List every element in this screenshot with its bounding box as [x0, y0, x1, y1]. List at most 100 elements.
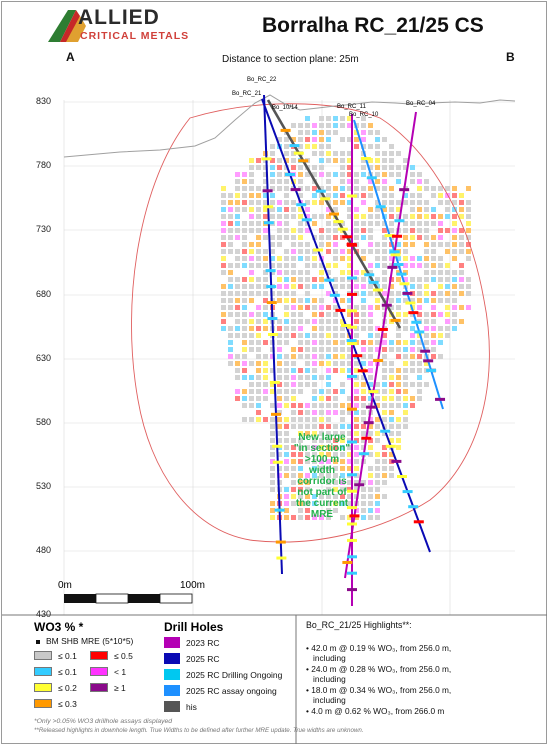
block-model-cell	[263, 186, 268, 191]
block-model-cell	[319, 319, 324, 324]
assay-interval	[420, 349, 431, 353]
block-model-cell	[221, 221, 226, 226]
block-model-cell	[431, 347, 436, 352]
block-model-cell	[242, 375, 247, 380]
block-model-cell	[312, 151, 317, 156]
block-model-cell	[235, 333, 240, 338]
block-model-cell	[270, 466, 275, 471]
block-model-cell	[263, 214, 268, 219]
block-model-cell	[277, 235, 282, 240]
block-model-cell	[235, 186, 240, 191]
block-model-cell	[312, 494, 317, 499]
block-model-cell	[445, 305, 450, 310]
block-model-cell	[459, 284, 464, 289]
block-model-cell	[445, 298, 450, 303]
block-model-cell	[424, 270, 429, 275]
block-model-cell	[368, 382, 373, 387]
block-model-cell	[361, 277, 366, 282]
block-model-cell	[431, 291, 436, 296]
assay-interval	[363, 421, 374, 425]
block-model-cell	[368, 305, 373, 310]
block-model-cell	[312, 263, 317, 268]
block-model-cell	[368, 284, 373, 289]
block-model-cell	[249, 256, 254, 261]
block-model-cell	[326, 242, 331, 247]
block-model-cell	[284, 221, 289, 226]
block-model-cell	[368, 515, 373, 520]
assay-interval	[263, 221, 274, 225]
block-model-cell	[277, 396, 282, 401]
block-model-cell	[326, 459, 331, 464]
assay-interval	[262, 189, 273, 193]
block-model-cell	[347, 172, 352, 177]
block-model-cell	[396, 417, 401, 422]
block-model-cell	[354, 312, 359, 317]
wo3-label-5: ≥ 1	[114, 683, 126, 693]
block-model-cell	[466, 186, 471, 191]
block-model-cell	[277, 277, 282, 282]
block-model-cell	[403, 158, 408, 163]
block-model-cell	[284, 452, 289, 457]
block-model-cell	[424, 326, 429, 331]
block-model-cell	[263, 172, 268, 177]
block-model-cell	[270, 207, 275, 212]
block-model-cell	[347, 186, 352, 191]
block-model-cell	[354, 319, 359, 324]
assay-interval	[368, 390, 379, 394]
block-model-cell	[333, 459, 338, 464]
block-model-cell	[221, 305, 226, 310]
assay-interval	[347, 489, 357, 493]
block-model-cell	[277, 221, 282, 226]
block-model-cell	[389, 200, 394, 205]
block-model-cell	[277, 326, 282, 331]
block-model-cell	[445, 319, 450, 324]
block-model-cell	[438, 291, 443, 296]
block-model-cell	[326, 445, 331, 450]
block-model-cell	[459, 207, 464, 212]
block-model-cell	[305, 270, 310, 275]
block-model-cell	[305, 403, 310, 408]
block-model-cell	[256, 389, 261, 394]
block-model-cell	[375, 431, 380, 436]
block-model-cell	[305, 424, 310, 429]
block-model-cell	[319, 410, 324, 415]
block-model-cell	[256, 375, 261, 380]
block-model-cell	[235, 249, 240, 254]
block-model-cell	[333, 228, 338, 233]
block-model-cell	[256, 214, 261, 219]
block-model-cell	[319, 340, 324, 345]
block-model-cell	[291, 473, 296, 478]
block-model-cell	[235, 256, 240, 261]
block-model-cell	[340, 326, 345, 331]
block-model-cell	[319, 333, 324, 338]
block-model-cell	[410, 179, 415, 184]
block-model-cell	[340, 137, 345, 142]
block-model-cell	[375, 130, 380, 135]
block-model-cell	[382, 494, 387, 499]
block-model-cell	[256, 235, 261, 240]
assay-interval	[347, 440, 357, 444]
block-model-cell	[417, 277, 422, 282]
block-model-cell	[326, 291, 331, 296]
block-model-cell	[326, 158, 331, 163]
block-model-cell	[291, 151, 296, 156]
block-model-cell	[368, 508, 373, 513]
block-model-cell	[256, 221, 261, 226]
section-end-b: B	[506, 50, 515, 64]
block-model-cell	[284, 326, 289, 331]
block-model-cell	[403, 382, 408, 387]
block-model-cell	[312, 473, 317, 478]
assay-interval	[394, 219, 405, 223]
block-model-cell	[263, 298, 268, 303]
block-model-cell	[368, 144, 373, 149]
block-model-cell	[228, 270, 233, 275]
block-model-cell	[389, 186, 394, 191]
block-model-cell	[368, 480, 373, 485]
block-model-cell	[361, 515, 366, 520]
block-model-cell	[438, 284, 443, 289]
block-model-cell	[347, 480, 352, 485]
block-model-cell	[333, 340, 338, 345]
wo3-swatch-cyan	[34, 667, 52, 676]
hole-label-bo-rc-22: Bo_RC_22	[247, 77, 277, 83]
block-model-cell	[417, 193, 422, 198]
